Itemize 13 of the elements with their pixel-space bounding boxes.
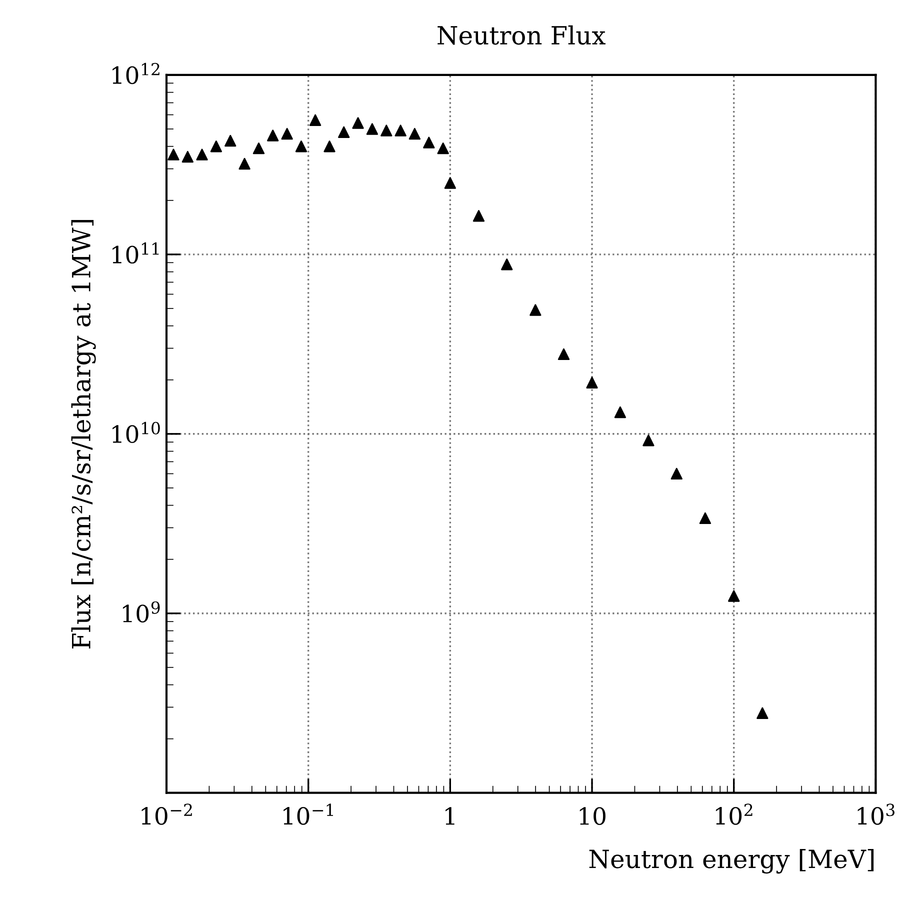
x-tick-label: 1	[446, 807, 454, 825]
x-tick-label: 10$^{−2}$	[142, 804, 192, 825]
x-tick-label: 10$^{2}$	[716, 804, 752, 825]
y-tick-label: 10$^{11}$	[112, 242, 159, 264]
chart-title: Neutron Flux	[438, 25, 606, 45]
y-tick-label: 10$^{12}$	[112, 62, 160, 84]
x-axis-title: Neutron energy [MeV]	[589, 849, 874, 874]
y-axis-title: Flux [n/cm²/s/sr/lethargy at 1MW]	[71, 220, 96, 649]
x-tick-label: 10$^{3}$	[858, 804, 894, 825]
x-tick-label: 10	[580, 807, 606, 825]
y-tick-label: 10$^{9}$	[122, 601, 160, 622]
x-tick-label: 10$^{−1}$	[284, 804, 333, 825]
y-tick-label: 10$^{10}$	[112, 422, 160, 444]
